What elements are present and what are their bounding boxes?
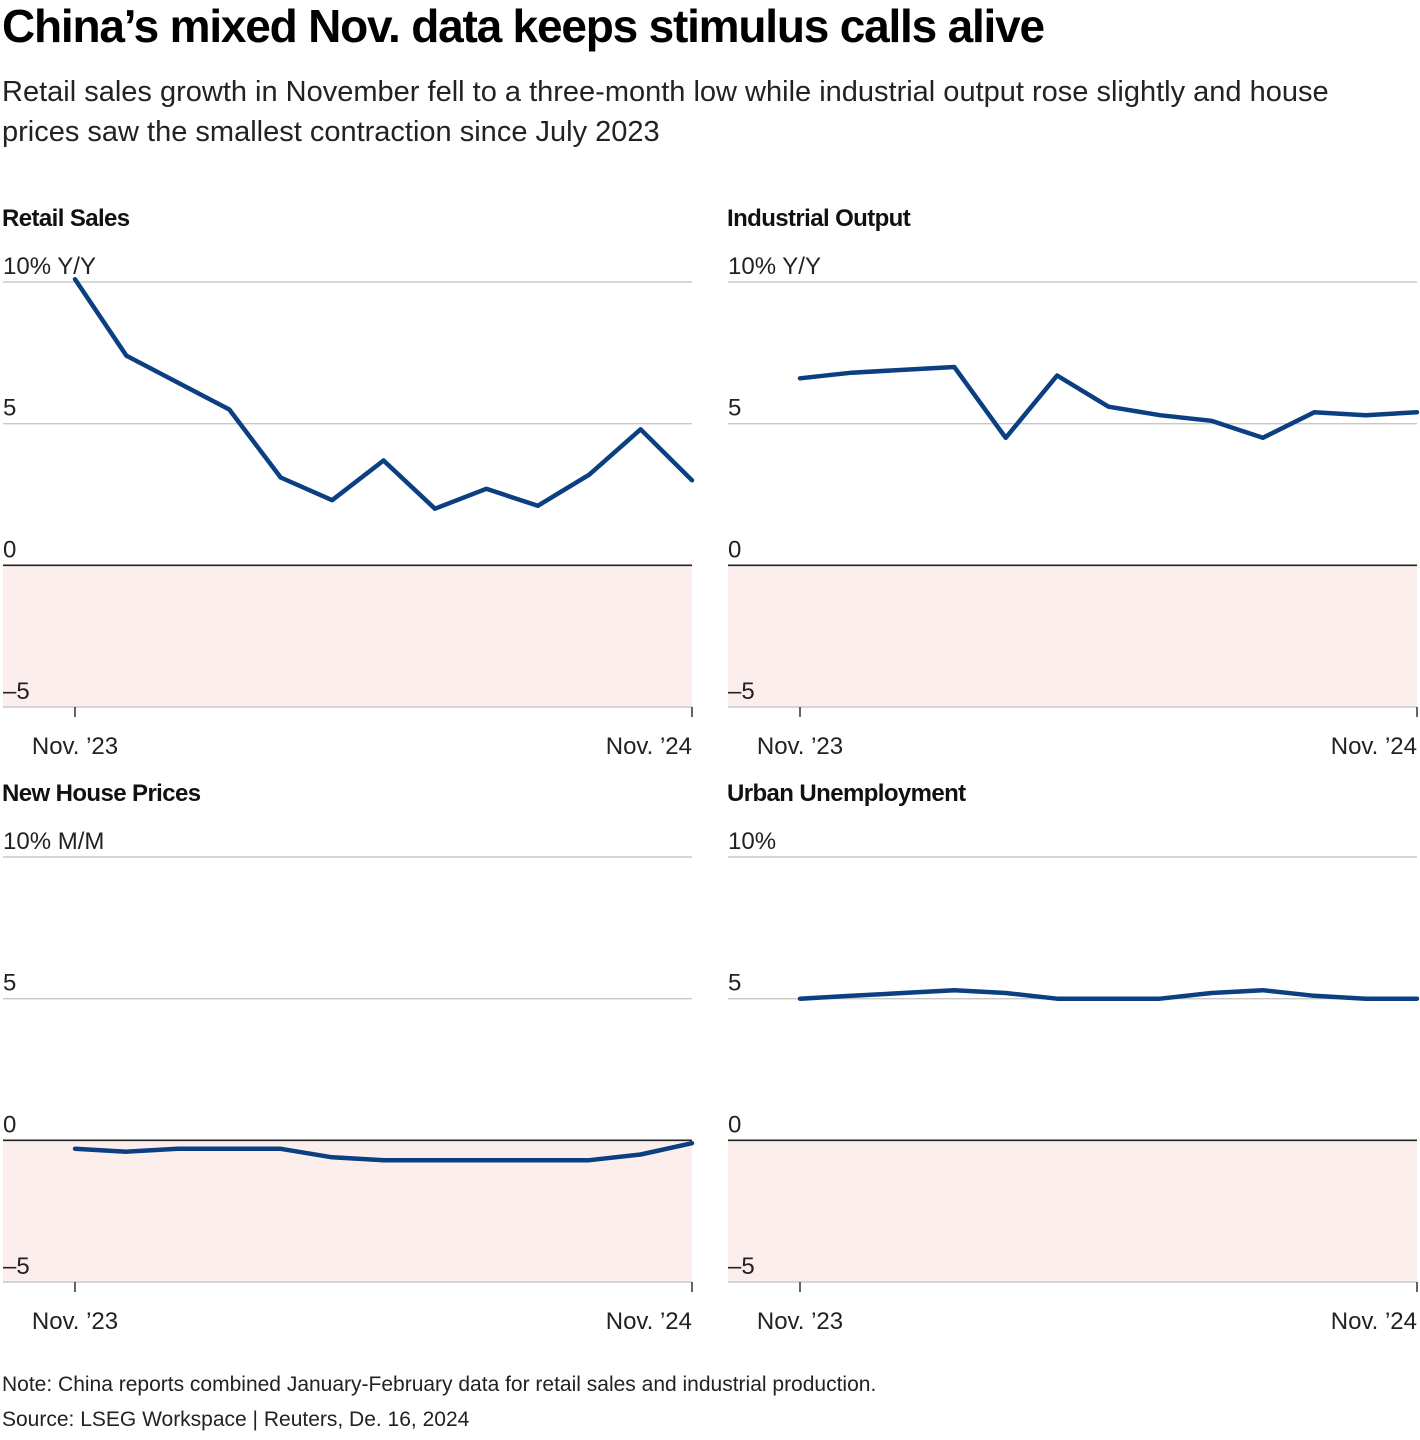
data-point xyxy=(382,1158,386,1162)
data-point xyxy=(587,473,591,477)
x-tick-label: Nov. ’23 xyxy=(32,733,118,760)
data-point xyxy=(433,507,437,511)
data-point xyxy=(1055,374,1059,378)
data-point xyxy=(330,498,334,502)
y-tick-label: 5 xyxy=(728,970,741,997)
data-point xyxy=(849,994,853,998)
data-point xyxy=(1107,405,1111,409)
data-point xyxy=(1158,997,1162,1001)
x-tick-label: Nov. ’23 xyxy=(32,1308,118,1335)
data-point xyxy=(1209,991,1213,995)
data-point xyxy=(1364,997,1368,1001)
data-point xyxy=(690,1141,694,1145)
data-point xyxy=(176,1147,180,1151)
data-point xyxy=(798,376,802,380)
data-point xyxy=(1415,997,1419,1001)
data-point xyxy=(279,1147,283,1151)
y-tick-label: 10% xyxy=(728,828,776,855)
panel-title: Urban Unemployment xyxy=(727,780,966,807)
data-point xyxy=(1364,413,1368,417)
x-tick-label: Nov. ’24 xyxy=(606,733,692,760)
data-point xyxy=(73,1147,77,1151)
negative-region xyxy=(3,1140,692,1282)
data-point xyxy=(587,1158,591,1162)
data-point xyxy=(952,988,956,992)
series-line xyxy=(72,276,695,511)
panel-urban-unemployment: Urban Unemployment 10% 5 0 –5 Nov. ’23 Nov. ’… xyxy=(725,780,1420,1350)
data-point xyxy=(73,277,77,281)
data-point xyxy=(382,459,386,463)
data-point xyxy=(484,1158,488,1162)
panel-title: Retail Sales xyxy=(2,205,130,232)
data-point xyxy=(690,478,694,482)
panel-new-house-prices: New House Prices 10% M/M 5 0 –5 Nov. ’23 Nov.… xyxy=(0,780,695,1350)
data-point xyxy=(433,1158,437,1162)
y-tick-label: 5 xyxy=(3,970,16,997)
data-point xyxy=(798,997,802,1001)
data-point xyxy=(1158,413,1162,417)
panel-title: New House Prices xyxy=(2,780,201,807)
data-point xyxy=(536,1158,540,1162)
y-tick-label: 5 xyxy=(3,395,16,422)
x-tick-label: Nov. ’24 xyxy=(1331,1308,1417,1335)
y-tick-label: 0 xyxy=(728,1111,741,1138)
data-point xyxy=(901,991,905,995)
data-point xyxy=(124,354,128,358)
data-point xyxy=(639,1153,643,1157)
data-point xyxy=(1055,997,1059,1001)
data-point xyxy=(1415,410,1419,414)
data-point xyxy=(952,365,956,369)
y-tick-label: –5 xyxy=(728,1253,755,1280)
y-tick-label: 10% Y/Y xyxy=(3,253,96,280)
data-point xyxy=(1261,988,1265,992)
negative-region xyxy=(728,565,1417,707)
y-tick-label: 0 xyxy=(3,536,16,563)
new-house-prices-chart: 10% M/M 5 0 –5 Nov. ’23 Nov. ’24 xyxy=(3,828,695,1335)
source-line: Source: LSEG Workspace | Reuters, De. 16… xyxy=(2,1408,470,1431)
y-tick-label: 10% M/M xyxy=(3,828,104,855)
data-point xyxy=(1107,997,1111,1001)
data-point xyxy=(124,1150,128,1154)
x-tick-label: Nov. ’23 xyxy=(757,1308,843,1335)
panel-industrial-output: Industrial Output 10% Y/Y 5 0 –5 Nov. ’23 Nov… xyxy=(725,205,1420,775)
negative-region xyxy=(3,565,692,707)
urban-unemployment-chart: 10% 5 0 –5 Nov. ’23 Nov. ’24 xyxy=(728,828,1420,1335)
footnote: Note: China reports combined January-Feb… xyxy=(2,1373,877,1396)
y-tick-label: 0 xyxy=(3,1111,16,1138)
x-tick-label: Nov. ’24 xyxy=(606,1308,692,1335)
x-tick-label: Nov. ’23 xyxy=(757,733,843,760)
data-point xyxy=(639,427,643,431)
data-point xyxy=(227,1147,231,1151)
data-point xyxy=(849,371,853,375)
x-tick-label: Nov. ’24 xyxy=(1331,733,1417,760)
retail-sales-chart: 10% Y/Y 5 0 –5 Nov. ’23 Nov. ’24 xyxy=(3,253,695,760)
series-line xyxy=(72,1140,695,1163)
series-line xyxy=(797,364,1420,441)
panel-title: Industrial Output xyxy=(727,205,911,232)
data-point xyxy=(484,487,488,491)
data-point xyxy=(227,408,231,412)
data-point xyxy=(536,504,540,508)
panel-retail-sales: Retail Sales 10% Y/Y 5 0 –5 Nov. ’23 Nov. ’24 xyxy=(0,205,695,775)
industrial-output-chart: 10% Y/Y 5 0 –5 Nov. ’23 Nov. ’24 xyxy=(728,253,1420,760)
data-point xyxy=(1312,994,1316,998)
data-point xyxy=(330,1155,334,1159)
y-tick-label: –5 xyxy=(3,1253,30,1280)
y-tick-label: 0 xyxy=(728,536,741,563)
negative-region xyxy=(728,1140,1417,1282)
data-point xyxy=(1004,991,1008,995)
chart-title: China’s mixed Nov. data keeps stimulus c… xyxy=(2,0,1045,52)
series-line xyxy=(797,987,1420,1001)
y-tick-label: 10% Y/Y xyxy=(728,253,821,280)
chart-subtitle: Retail sales growth in November fell to … xyxy=(2,76,1329,148)
y-tick-label: 5 xyxy=(728,395,741,422)
y-tick-label: –5 xyxy=(728,678,755,705)
data-point xyxy=(1261,436,1265,440)
data-point xyxy=(1209,419,1213,423)
data-point xyxy=(279,476,283,480)
data-point xyxy=(1312,410,1316,414)
data-point xyxy=(1004,436,1008,440)
y-tick-label: –5 xyxy=(3,678,30,705)
